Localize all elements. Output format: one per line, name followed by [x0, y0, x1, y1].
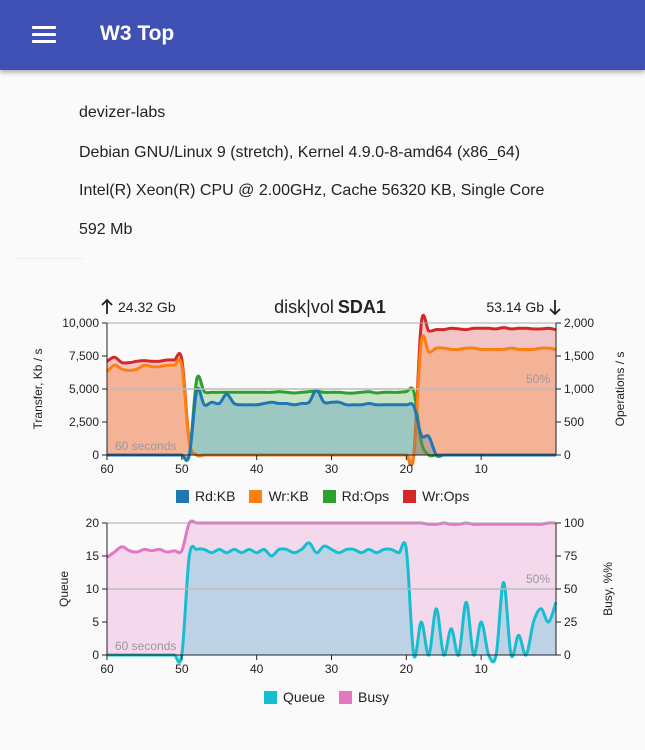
- series-area-rdops: [107, 376, 556, 461]
- read-total: 24.32 Gb: [101, 298, 176, 315]
- write-total: 53.14 Gb: [486, 299, 561, 316]
- y-tick-label: 5,000: [69, 382, 99, 396]
- info-value: 592 Mb: [79, 221, 133, 238]
- x-tick-label: 20: [400, 662, 414, 676]
- y2-tick-label: 75: [564, 549, 578, 563]
- legend-item[interactable]: Rd:KB: [176, 488, 235, 504]
- y2-tick-label: 50: [564, 582, 578, 596]
- disk-title-prefix: disk|vol: [274, 297, 334, 317]
- legend-label: Queue: [283, 689, 326, 705]
- menu-icon[interactable]: [32, 24, 58, 46]
- x-tick-label: 30: [325, 662, 339, 676]
- series-area-rdkb: [107, 388, 556, 460]
- legend-item[interactable]: Busy: [339, 689, 389, 705]
- y-axis-title: Queue: [57, 571, 71, 607]
- app-title: W3 Top: [100, 22, 175, 45]
- disk-title-name: SDA1: [338, 297, 386, 317]
- transfer-legend: Rd:KB Wr:KB Rd:Ops Wr:Ops: [176, 488, 469, 504]
- x-tick-label: 50: [175, 662, 189, 676]
- legend-item[interactable]: Queue: [264, 689, 325, 705]
- y-tick-label: 20: [86, 516, 100, 530]
- midline-label: 50%: [526, 372, 550, 386]
- x-tick-label: 30: [325, 462, 339, 476]
- divider: [14, 258, 84, 259]
- x-tick-label: 50: [175, 462, 189, 476]
- x-tick-label: 60: [100, 462, 114, 476]
- y-tick-label: 7,500: [69, 349, 99, 363]
- y-tick-label: 2,500: [69, 415, 99, 429]
- y-tick-label: 15: [86, 549, 100, 563]
- legend-label: Rd:Ops: [341, 488, 390, 504]
- legend-label: Rd:KB: [195, 488, 236, 504]
- window-label: 60 seconds: [115, 439, 176, 453]
- x-tick-label: 10: [474, 662, 488, 676]
- y2-axis-title: Operations / s: [613, 352, 627, 427]
- app-bar: W3 Top: [0, 0, 645, 70]
- y-axis-title: Transfer, Kb / s: [31, 349, 45, 430]
- legend-swatch: [322, 489, 336, 503]
- y2-tick-label: 2,000: [564, 316, 594, 330]
- y-tick-label: 5: [92, 615, 99, 629]
- info-value: Debian GNU/Linux 9 (stretch), Kernel 4.9…: [79, 144, 521, 161]
- series-area-wrkb: [107, 335, 556, 464]
- y2-tick-label: 25: [564, 615, 578, 629]
- window-label: 60 seconds: [115, 639, 176, 653]
- y2-tick-label: 0: [564, 448, 571, 462]
- disk-title: disk|vol SDA1: [274, 297, 386, 317]
- y2-tick-label: 1,000: [564, 382, 594, 396]
- legend-swatch: [264, 690, 277, 704]
- y-tick-label: 10,000: [62, 316, 99, 330]
- legend-item[interactable]: Wr:Ops: [403, 488, 469, 504]
- series-area-queue: [107, 542, 556, 663]
- y2-tick-label: 1,500: [564, 349, 594, 363]
- x-tick-label: 40: [250, 462, 264, 476]
- midline-label: 50%: [526, 572, 550, 586]
- y-tick-label: 10: [86, 582, 100, 596]
- x-tick-label: 60: [100, 662, 114, 676]
- queue-legend: Queue Busy: [264, 689, 389, 705]
- legend-swatch: [249, 489, 263, 503]
- read-total-value: 24.32 Gb: [118, 299, 176, 315]
- legend-item[interactable]: Wr:KB: [249, 488, 309, 504]
- write-total-value: 53.14 Gb: [486, 299, 544, 315]
- info-value: devizer-labs: [79, 104, 166, 121]
- x-tick-label: 10: [474, 462, 488, 476]
- legend-label: Wr:KB: [268, 488, 309, 504]
- legend-swatch: [403, 489, 417, 503]
- series-area-wrops: [107, 315, 556, 465]
- y2-axis-title: Busy, %%: [601, 562, 615, 616]
- y2-tick-label: 0: [564, 648, 571, 662]
- legend-label: Wr:Ops: [422, 488, 470, 504]
- transfer-chart: 50% 60 seconds 0 2,500 5,000 7,500 10,000 0 500 1…: [31, 313, 627, 476]
- legend-item[interactable]: Rd:Ops: [322, 488, 390, 504]
- legend-swatch: [339, 690, 353, 704]
- y-tick-label: 0: [92, 648, 99, 662]
- info-value: Intel(R) Xeon(R) CPU @ 2.00GHz, Cache 56…: [79, 182, 545, 199]
- arrow-up-icon: [101, 298, 113, 314]
- queue-chart: 50% 60 seconds 0 5 10 15 20 0 25 50 75 100 60 50 40 30 2…: [57, 516, 615, 676]
- series-area-busy: [107, 520, 556, 655]
- y2-tick-label: 500: [564, 415, 584, 429]
- legend-swatch: [176, 489, 189, 503]
- x-tick-label: 40: [250, 662, 264, 676]
- series-line-queue: [107, 541, 558, 664]
- y-tick-label: 0: [92, 448, 99, 462]
- arrow-down-icon: [549, 300, 561, 316]
- y2-tick-label: 100: [564, 516, 584, 530]
- legend-label: Busy: [358, 689, 390, 705]
- x-tick-label: 20: [400, 462, 414, 476]
